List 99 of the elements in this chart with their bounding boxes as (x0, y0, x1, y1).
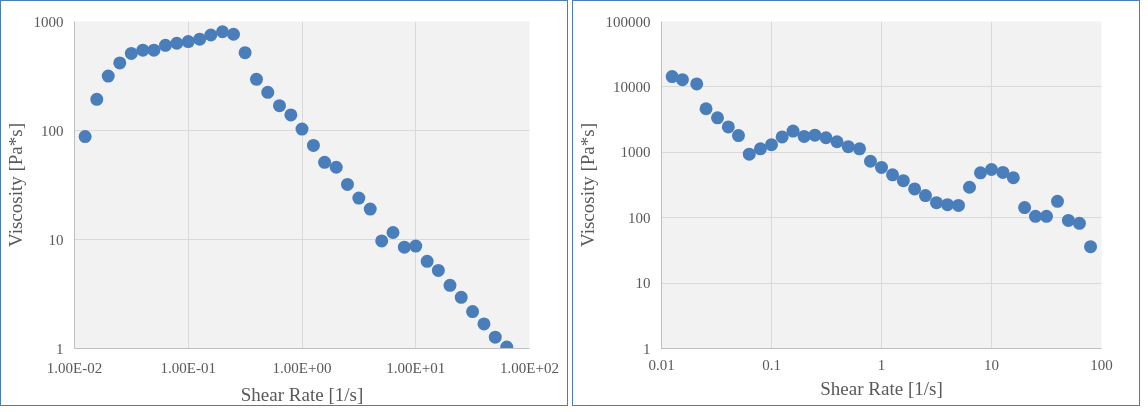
point (908, 182, 922, 196)
x-axis-title: Shear Rate [1/s] (240, 383, 364, 405)
point (158, 38, 172, 52)
point (397, 240, 411, 254)
point (386, 225, 400, 239)
point (113, 56, 127, 70)
y-tick-label: 10000 (613, 78, 651, 95)
point (1018, 201, 1032, 215)
point (272, 99, 286, 113)
point (488, 330, 502, 344)
point (841, 140, 855, 154)
point (90, 92, 104, 106)
point (963, 180, 976, 194)
x-tick-label: 1.00E+00 (272, 359, 332, 376)
x-axis-title: Shear Rate [1/s] (820, 377, 943, 399)
y-tick-label: 1 (643, 340, 651, 357)
point (765, 138, 778, 152)
point (318, 155, 332, 169)
point (973, 166, 987, 180)
point (1061, 213, 1075, 227)
point (786, 124, 800, 138)
point (306, 138, 320, 152)
point (853, 142, 866, 156)
y-tick-label: 100000 (605, 13, 651, 30)
y-axis-title: Viscosity [Pa*s] (576, 123, 598, 247)
point (996, 165, 1010, 179)
y-axis-title: Viscosity [Pa*s] (4, 123, 26, 247)
x-tick-label: 0.01 (648, 356, 675, 373)
point (731, 129, 745, 143)
x-tick-label: 1 (877, 356, 886, 373)
y-tick-label: 100 (628, 209, 651, 226)
x-tick-label: 1.00E+02 (500, 359, 559, 376)
point (329, 160, 343, 174)
point (170, 36, 184, 50)
point (1084, 240, 1098, 254)
point (1050, 194, 1064, 208)
point (753, 142, 767, 156)
x-tick-label: 1.00E+01 (386, 359, 446, 376)
point (665, 70, 679, 84)
point (443, 278, 457, 292)
point (261, 85, 275, 99)
y-tick-label: 1000 (620, 144, 651, 161)
point (431, 263, 445, 277)
point (238, 46, 252, 60)
point (830, 135, 844, 149)
point (797, 129, 811, 143)
y-tick-label: 1000 (33, 13, 64, 30)
point (1006, 171, 1020, 185)
point (124, 46, 138, 60)
point (363, 202, 377, 216)
point (819, 131, 833, 145)
point (742, 147, 756, 161)
point (863, 154, 877, 168)
point (699, 102, 713, 116)
x-tick-label: 1.00E-01 (160, 359, 216, 376)
point (675, 73, 689, 87)
point (375, 234, 389, 248)
point (875, 160, 888, 174)
point (420, 254, 434, 268)
point (193, 32, 207, 46)
point (1039, 209, 1053, 223)
point (101, 69, 115, 83)
point (147, 43, 161, 57)
point (775, 130, 789, 144)
x-tick-label: 100 (1090, 356, 1113, 373)
point (249, 72, 263, 86)
point (136, 43, 150, 57)
point (1072, 216, 1086, 230)
point (940, 198, 954, 212)
x-tick-label: 10 (984, 356, 999, 373)
point (295, 122, 309, 136)
point (1028, 209, 1042, 223)
y-tick-label: 10 (635, 275, 651, 292)
point (352, 191, 366, 205)
point (409, 239, 423, 253)
point (227, 27, 241, 41)
point (284, 108, 298, 122)
point (204, 28, 218, 42)
point (808, 128, 822, 142)
x-tick-label: 1.00E-02 (46, 359, 103, 376)
point (181, 35, 195, 49)
point (466, 305, 480, 319)
point (886, 168, 900, 182)
point (215, 25, 229, 39)
point (985, 163, 998, 176)
y-tick-label: 10 (48, 231, 64, 248)
point (78, 130, 92, 144)
point (477, 317, 491, 331)
point (454, 290, 468, 304)
point (929, 196, 943, 210)
point (721, 120, 735, 134)
point (340, 177, 354, 191)
point (711, 111, 725, 125)
y-tick-label: 1 (56, 340, 64, 357)
point (918, 189, 932, 203)
point (951, 198, 965, 212)
y-tick-label: 100 (41, 122, 64, 139)
x-tick-label: 0.1 (762, 356, 781, 373)
point (896, 174, 910, 188)
